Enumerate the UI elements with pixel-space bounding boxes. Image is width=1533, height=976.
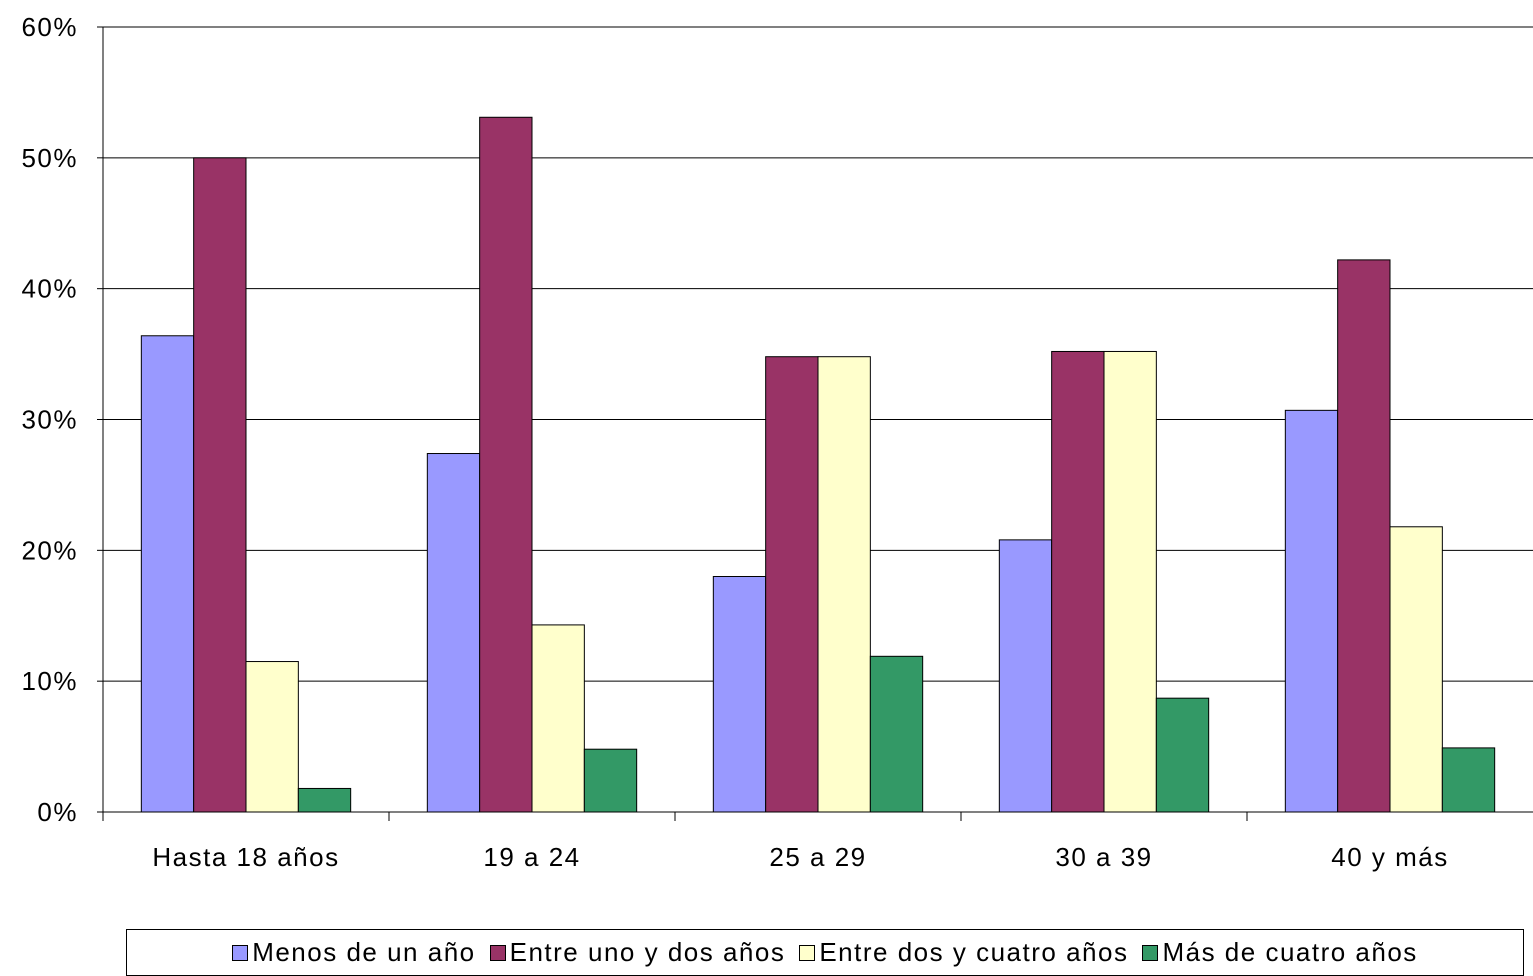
y-tick-label: 40% xyxy=(21,274,78,304)
bar xyxy=(140,335,195,813)
bar xyxy=(712,576,767,813)
x-tick-label: 40 y más xyxy=(1331,842,1449,872)
bar xyxy=(765,356,819,813)
y-tick-label: 30% xyxy=(21,405,78,435)
legend-item-mas-de-cuatro-anos: Más de cuatro años xyxy=(1142,937,1417,968)
bar xyxy=(817,356,871,813)
bar xyxy=(1051,350,1105,813)
bar xyxy=(1337,259,1391,813)
x-tick-label: 25 a 29 xyxy=(769,842,866,872)
legend-label: Entre dos y cuatro años xyxy=(819,937,1129,967)
legend-swatch xyxy=(799,944,816,961)
legend-label: Menos de un año xyxy=(252,937,476,967)
bar xyxy=(1441,747,1496,813)
y-tick-label: 10% xyxy=(21,666,78,696)
x-tick-label: 30 a 39 xyxy=(1055,842,1152,872)
legend-item-entre-uno-y-dos-anos: Entre uno y dos años xyxy=(489,937,786,968)
legend-label: Más de cuatro años xyxy=(1162,937,1418,967)
bar xyxy=(245,661,299,813)
legend-swatch xyxy=(489,944,506,961)
bar xyxy=(1284,409,1339,813)
bar xyxy=(869,655,924,813)
y-tick-label: 50% xyxy=(21,143,78,173)
legend-swatch xyxy=(1142,944,1159,961)
legend-swatch xyxy=(232,944,249,961)
bar xyxy=(583,748,638,813)
bar xyxy=(297,787,352,813)
legend-item-menos-de-un-ano: Menos de un año xyxy=(232,937,475,968)
y-tick-label: 60% xyxy=(21,12,78,42)
x-tick-label: Hasta 18 años xyxy=(152,842,339,872)
legend-item-entre-dos-y-cuatro-anos: Entre dos y cuatro años xyxy=(799,937,1128,968)
bar xyxy=(479,116,533,813)
bar xyxy=(998,539,1053,813)
x-tick-label: 19 a 24 xyxy=(483,842,580,872)
y-tick-label: 0% xyxy=(37,797,78,827)
legend-label: Entre uno y dos años xyxy=(509,937,786,967)
bar xyxy=(193,157,247,813)
bar xyxy=(426,453,481,813)
y-tick-label: 20% xyxy=(21,535,78,565)
bar xyxy=(1155,697,1210,813)
bar xyxy=(1389,526,1443,813)
bar-chart: 0% 10% 20% 30% 40% 50% 60% Hasta 18 años 19 a 24… xyxy=(21,12,1533,872)
bar xyxy=(531,624,585,813)
bar xyxy=(1103,350,1157,813)
legend: Menos de un año Entre uno y dos años Ent… xyxy=(126,929,1524,976)
